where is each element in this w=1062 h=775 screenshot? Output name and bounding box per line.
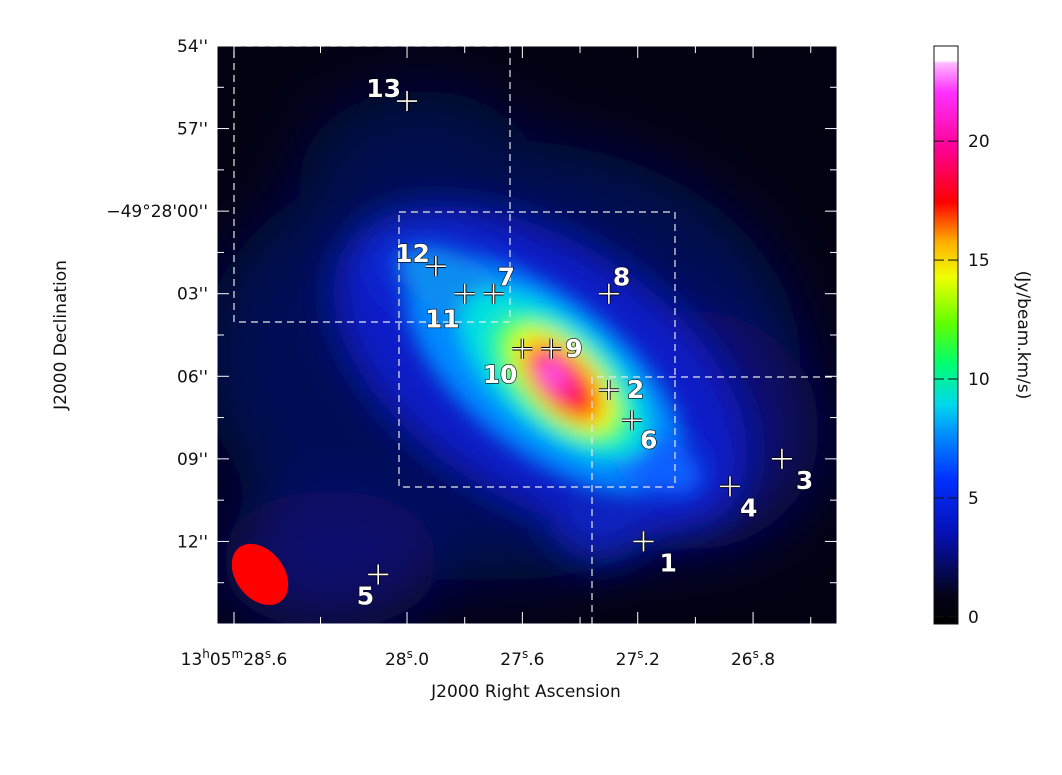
source-marker-4: 4 (720, 476, 758, 523)
cross-icon (621, 410, 642, 431)
source-marker-12: 12 (394, 239, 446, 277)
source-marker-3: 3 (771, 448, 814, 495)
y-tick-label: 03'' (177, 285, 208, 305)
y-tick-labels: 54'' 57'' −49°28'00'' 03'' 06'' 09'' 12'' (106, 37, 208, 552)
x-tick-labels: 13h05m28s.6 28s.0 27s.6 27s.2 26s.8 (181, 647, 776, 670)
source-marker-11: 11 (424, 283, 475, 334)
cross-icon (771, 448, 792, 469)
source-marker-2: 2 (598, 374, 645, 405)
source-marker-8: 8 (598, 262, 631, 304)
region-box-south (591, 376, 837, 624)
y-tick-label: 57'' (177, 120, 208, 140)
cross-icon (633, 531, 654, 552)
colorbar-label: (Jy/beam.km/s) (1013, 271, 1033, 400)
source-label: 6 (640, 425, 657, 454)
source-label: 9 (565, 334, 582, 363)
cross-icon (598, 380, 619, 401)
source-marker-13: 13 (366, 73, 418, 112)
colorbar-tick-label: 5 (968, 489, 979, 509)
source-label: 4 (740, 493, 757, 522)
cross-icon (598, 283, 619, 304)
source-marker-1: 1 (633, 531, 677, 578)
source-marker-6: 6 (621, 410, 658, 455)
beam-ellipse (231, 543, 289, 606)
axis-ticks (217, 45, 837, 624)
source-marker-9: 9 (541, 333, 583, 363)
y-tick-label: −49°28'00'' (106, 202, 208, 222)
cross-icon (454, 283, 475, 304)
source-label: 1 (659, 548, 676, 577)
cross-icon (397, 91, 418, 112)
colorbar-gradient (933, 45, 959, 625)
source-marker-10: 10 (482, 338, 533, 389)
x-tick-label: 26s.8 (731, 647, 775, 670)
cross-icon (425, 256, 446, 277)
source-label: 7 (498, 263, 515, 292)
cross-icon (541, 338, 562, 359)
colorbar-tick-label: 20 (968, 132, 990, 152)
y-tick-label: 09'' (177, 450, 208, 470)
x-tick-label: 28s.0 (385, 647, 429, 670)
colorbar-tick-label: 15 (968, 251, 990, 271)
cross-icon (483, 283, 504, 304)
x-tick-label: 13h05m28s.6 (181, 647, 288, 670)
source-label: 12 (395, 239, 430, 268)
source-label: 11 (425, 305, 460, 334)
source-label: 2 (627, 375, 644, 404)
source-label: 13 (366, 74, 401, 103)
x-tick-label: 27s.6 (500, 647, 544, 670)
y-tick-label: 54'' (177, 37, 208, 57)
source-marker-5: 5 (356, 564, 389, 611)
colorbar-tick-label: 10 (968, 370, 990, 390)
y-tick-label: 06'' (177, 367, 208, 387)
y-axis-label: J2000 Declination (51, 260, 71, 411)
source-label: 10 (483, 360, 518, 389)
x-axis-label: J2000 Right Ascension (430, 682, 621, 702)
source-label: 3 (796, 466, 813, 495)
source-label: 8 (613, 263, 630, 292)
source-marker-7: 7 (483, 262, 516, 304)
cross-icon (720, 476, 740, 497)
y-tick-label: 12'' (177, 532, 208, 552)
intensity-map (217, 46, 837, 624)
source-label: 5 (357, 581, 374, 610)
cross-icon (368, 564, 389, 585)
colorbar-ticks: 0 5 10 15 20 (934, 132, 990, 628)
region-box-central (398, 211, 676, 488)
cross-icon (512, 338, 533, 359)
colorbar: 0 5 10 15 20 (Jy/beam.km/s) (933, 45, 1033, 628)
colorbar-tick-label: 0 (968, 608, 979, 628)
x-tick-label: 27s.2 (616, 647, 660, 670)
